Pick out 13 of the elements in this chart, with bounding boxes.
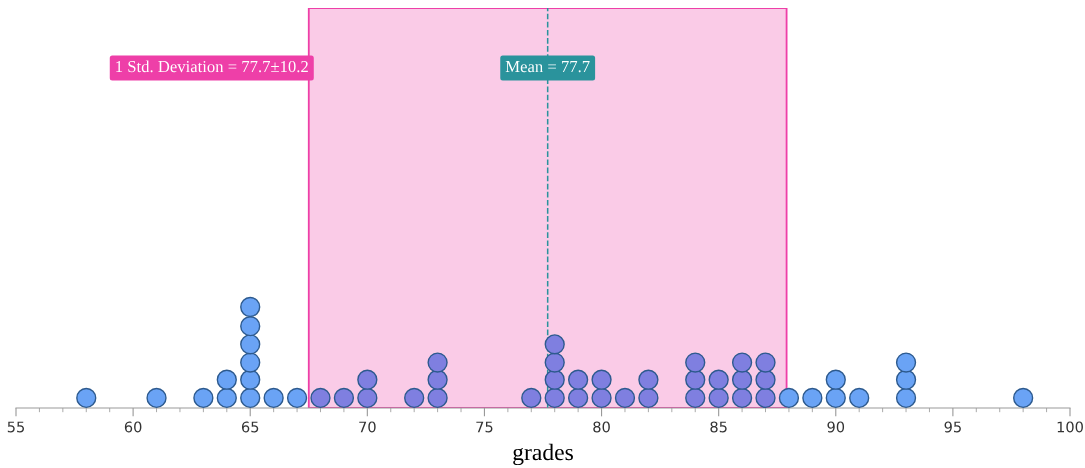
x-tick-label: 85 [710,421,727,433]
x-tick-label: 75 [476,421,493,433]
x-tick-label: 95 [944,421,961,433]
ref-line-label: Mean = 77.7 [505,61,590,73]
x-tick-label: 80 [593,421,610,433]
band-label: 1 Std. Deviation = 77.7±10.2 [116,60,308,73]
x-tick-label: 65 [241,421,259,433]
x-tick-label: 60 [124,421,142,433]
x-tick-label: 55 [7,421,24,433]
x-axis-title: grades [513,443,573,466]
x-tick-label: 100 [1057,421,1083,433]
x-tick-label: 70 [359,421,376,433]
x-tick-label: 90 [827,421,845,433]
